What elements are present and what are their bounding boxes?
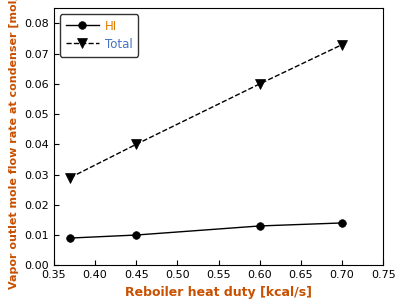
Line: HI: HI xyxy=(66,219,346,242)
Y-axis label: Vapor outlet mole flow rate at condenser [mol/s]: Vapor outlet mole flow rate at condenser… xyxy=(8,0,19,290)
Total xyxy=(68,176,73,179)
Total xyxy=(134,142,139,146)
HI xyxy=(134,233,139,237)
HI xyxy=(257,224,262,228)
Legend: HI, Total: HI, Total xyxy=(60,14,138,57)
Total xyxy=(340,43,345,46)
HI xyxy=(340,221,345,225)
X-axis label: Reboiler heat duty [kcal/s]: Reboiler heat duty [kcal/s] xyxy=(125,286,312,299)
HI xyxy=(68,236,73,240)
Total xyxy=(257,82,262,86)
Line: Total: Total xyxy=(65,40,347,182)
